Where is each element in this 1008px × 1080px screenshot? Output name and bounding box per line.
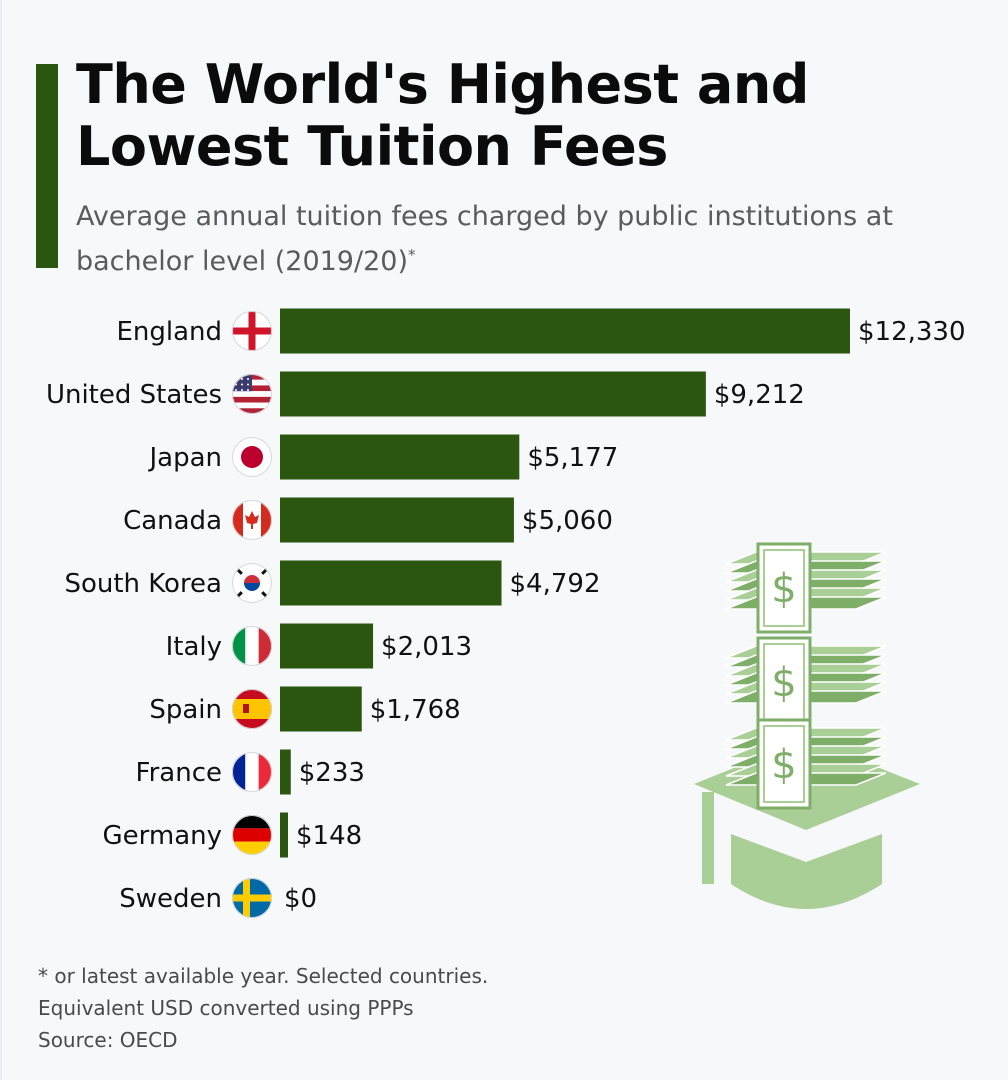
svg-text:$: $: [771, 566, 796, 612]
chart-subtitle-text: Average annual tuition fees charged by p…: [76, 201, 893, 277]
bar-canada: [280, 497, 514, 543]
value-label-england: $12,330: [858, 317, 966, 347]
england-flag-icon: [232, 311, 272, 351]
usa-flag-icon: [232, 374, 272, 414]
category-label-canada: Canada: [123, 506, 222, 536]
chart-title-line-2: Lowest Tuition Fees: [76, 115, 668, 178]
value-label-germany: $148: [296, 821, 362, 851]
chart-title-line-1: The World's Highest and: [76, 53, 809, 116]
bar-france: [280, 749, 291, 795]
bar-germany: [280, 812, 288, 858]
bar-japan: [280, 434, 520, 480]
category-label-italy: Italy: [166, 632, 222, 662]
footnote-line-2: Equivalent USD converted using PPPs: [38, 996, 414, 1020]
value-label-south-korea: $4,792: [510, 569, 601, 599]
svg-text:$: $: [771, 660, 796, 706]
value-label-france: $233: [299, 758, 365, 788]
value-label-japan: $5,177: [527, 443, 618, 473]
footnote-line-1: * or latest available year. Selected cou…: [38, 964, 489, 988]
svg-text:$: $: [771, 742, 796, 788]
chart-title: The World's Highest and Lowest Tuition F…: [76, 54, 976, 178]
category-label-south-korea: South Korea: [64, 569, 222, 599]
category-label-japan: Japan: [147, 443, 222, 473]
bar-italy: [280, 623, 374, 669]
japan-flag-icon: [232, 437, 272, 477]
south-korea-flag-icon: [232, 563, 272, 603]
bar-united-states: [280, 371, 706, 417]
canada-flag-icon: [232, 500, 272, 540]
category-label-united-states: United States: [46, 380, 222, 410]
category-label-sweden: Sweden: [119, 884, 222, 914]
chart-subtitle-asterisk: *: [407, 246, 416, 264]
category-label-germany: Germany: [102, 821, 222, 851]
chart-footer: * or latest available year. Selected cou…: [38, 960, 938, 1056]
bar-chart: England $12,330 United States $9,212 Japan $5…: [46, 308, 966, 918]
value-label-italy: $2,013: [381, 632, 472, 662]
value-label-united-states: $9,212: [714, 380, 805, 410]
money-stack-graduation-cap-icon: $ $ $: [694, 542, 920, 909]
bar-south-korea: [280, 560, 502, 606]
spain-flag-icon: [232, 689, 272, 729]
category-label-spain: Spain: [149, 695, 222, 725]
value-label-sweden: $0: [284, 884, 317, 914]
bar-england: [280, 308, 850, 354]
title-accent-bar: [36, 64, 58, 268]
category-label-france: France: [136, 758, 222, 788]
value-label-spain: $1,768: [370, 695, 461, 725]
source-note: Source: OECD: [38, 1028, 178, 1052]
value-label-canada: $5,060: [522, 506, 613, 536]
sweden-flag-icon: [232, 878, 272, 918]
category-label-england: England: [116, 317, 222, 347]
bar-spain: [280, 686, 362, 732]
chart-subtitle: Average annual tuition fees charged by p…: [76, 198, 976, 281]
